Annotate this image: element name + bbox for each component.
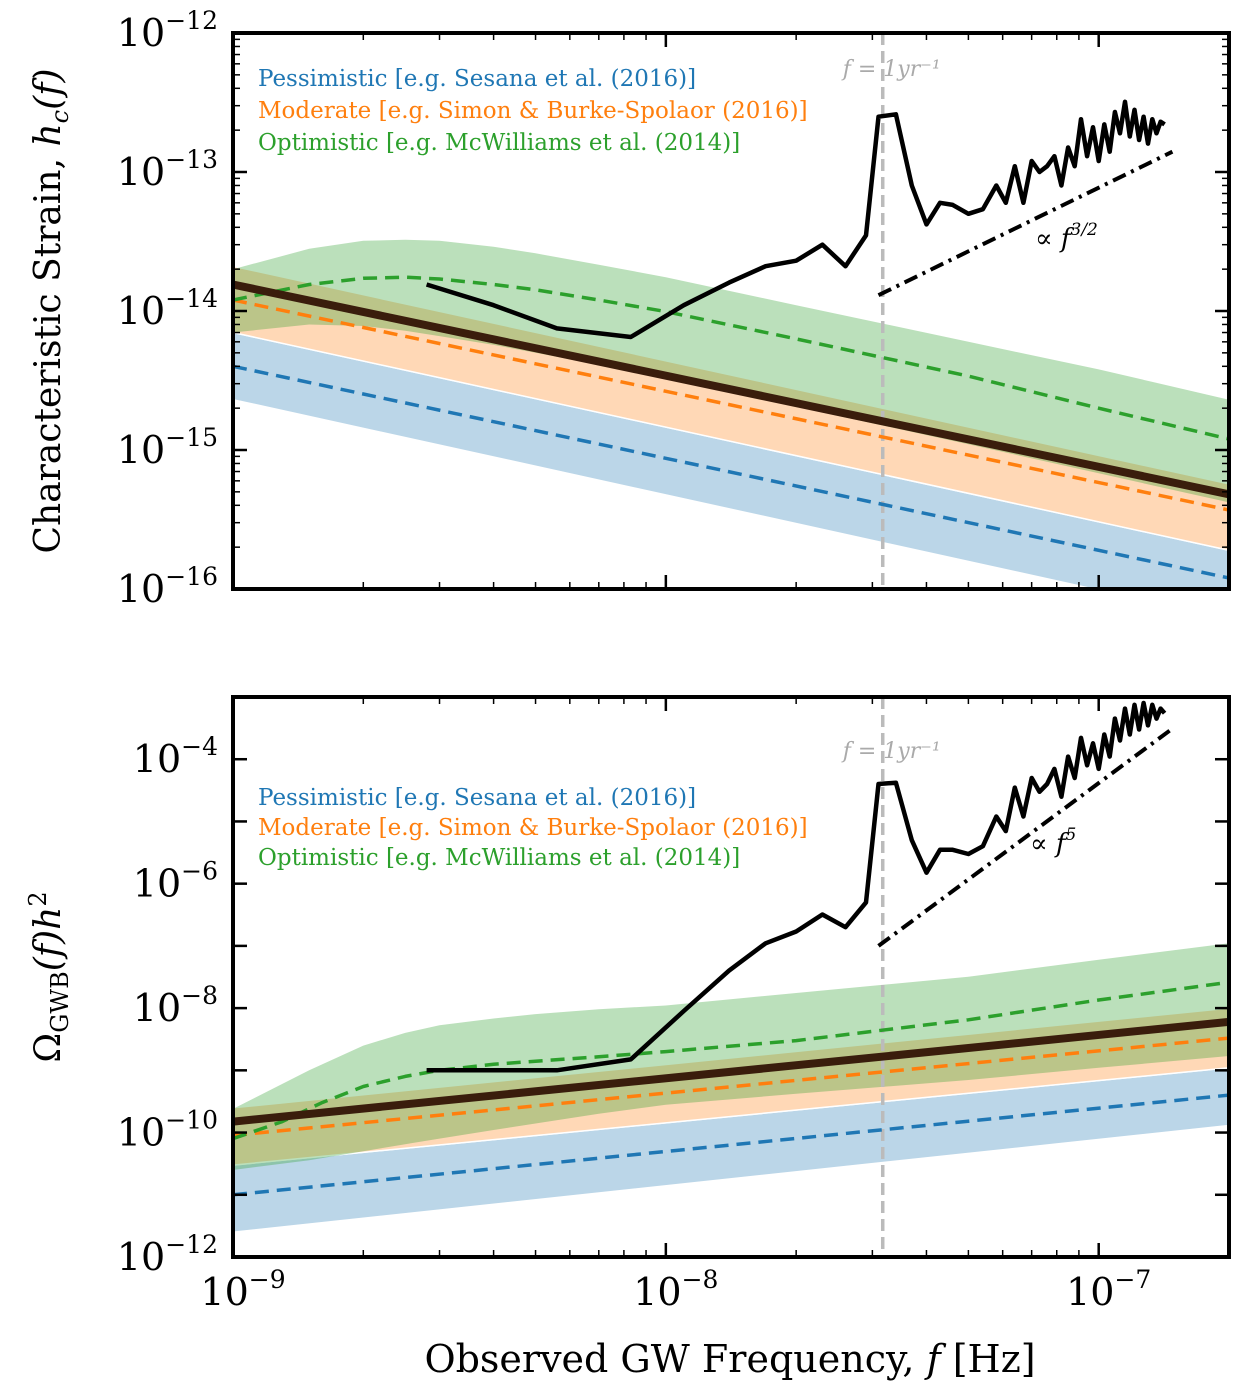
omega-ytick-label: 10−4	[133, 732, 218, 781]
strain-legend: Pessimistic [e.g. Sesana et al. (2016)] M…	[258, 66, 808, 156]
strain-ytick-label: 10−14	[117, 284, 218, 333]
strain-legend-entry: Moderate [e.g. Simon & Burke-Spolaor (20…	[258, 98, 808, 124]
omega-axis-ticks: 10−12 10−10 10−8 10−6 10−4 10−9 10−8 10−7	[117, 695, 1230, 1314]
omega-slope-guide	[877, 726, 1174, 948]
omega-legend-entry: Optimistic [e.g. McWilliams et al. (2014…	[258, 845, 740, 871]
omega-series-moderate	[233, 1036, 1229, 1138]
strain-ytick-label: 10−15	[117, 423, 218, 472]
strain-one-year-label: f = 1yr⁻¹	[841, 57, 941, 82]
strain-clipped-content	[233, 33, 1229, 589]
omega-slope-label: ∝ f5	[1030, 825, 1076, 859]
omega-sensitivity-curve	[426, 700, 1167, 1073]
omega-ytick-label: 10−12	[117, 1230, 218, 1279]
strain-plot-area	[233, 33, 1229, 589]
strain-ytick-label: 10−12	[117, 6, 218, 55]
xtick-label: 10−8	[633, 1265, 718, 1314]
omega-series-pessimistic	[233, 1093, 1229, 1197]
omega-band-optimistic	[233, 943, 1229, 1170]
omega-ytick-label: 10−10	[117, 1106, 218, 1155]
strain-ytick-label: 10−13	[117, 145, 218, 194]
omega-plot-area	[233, 697, 1229, 1257]
omega-ytick-label: 10−8	[133, 981, 218, 1030]
strain-annotations: f = 1yr⁻¹ ∝ f3/2	[841, 57, 1098, 254]
omega-clipped-content	[233, 697, 1229, 1257]
omega-axes-frame	[231, 695, 1231, 1259]
omega-ytick-label: 10−6	[133, 857, 218, 906]
omega-panel: Pessimistic [e.g. Sesana et al. (2016)] M…	[24, 695, 1231, 1381]
omega-y-axis-label: ΩGWB(f)h2	[24, 891, 74, 1062]
omega-legend-entry: Pessimistic [e.g. Sesana et al. (2016)]	[258, 785, 696, 811]
strain-sensitivity-curve	[425, 99, 1166, 340]
strain-axes-frame	[231, 31, 1231, 591]
strain-legend-entry: Optimistic [e.g. McWilliams et al. (2014…	[258, 130, 740, 156]
strain-band-optimistic	[233, 239, 1229, 503]
strain-slope-label: ∝ f3/2	[1035, 220, 1098, 254]
strain-axis-ticks: 10−16 10−15 10−14 10−13 10−12	[117, 6, 1230, 611]
xtick-label: 10−7	[1066, 1265, 1151, 1314]
strain-series-optimistic	[233, 275, 1229, 441]
xtick-label: 10−9	[200, 1265, 285, 1314]
strain-series-moderate	[233, 298, 1229, 512]
strain-series-combined	[233, 280, 1229, 499]
strain-slope-guide	[877, 149, 1174, 297]
omega-legend-entry: Moderate [e.g. Simon & Burke-Spolaor (20…	[258, 815, 808, 841]
omega-legend: Pessimistic [e.g. Sesana et al. (2016)] M…	[258, 785, 808, 871]
omega-series-optimistic	[233, 980, 1229, 1141]
strain-y-axis-label: Characteristic Strain, hc(f)	[28, 68, 74, 553]
strain-series-pessimistic	[233, 364, 1229, 580]
x-axis-label: Observed GW Frequency, f [Hz]	[424, 1337, 1035, 1381]
strain-ytick-label: 10−16	[117, 562, 218, 611]
omega-one-year-label: f = 1yr⁻¹	[841, 739, 941, 764]
omega-series-combined	[233, 1017, 1229, 1126]
strain-legend-entry: Pessimistic [e.g. Sesana et al. (2016)]	[258, 66, 696, 92]
strain-panel: Pessimistic [e.g. Sesana et al. (2016)] M…	[28, 6, 1231, 611]
